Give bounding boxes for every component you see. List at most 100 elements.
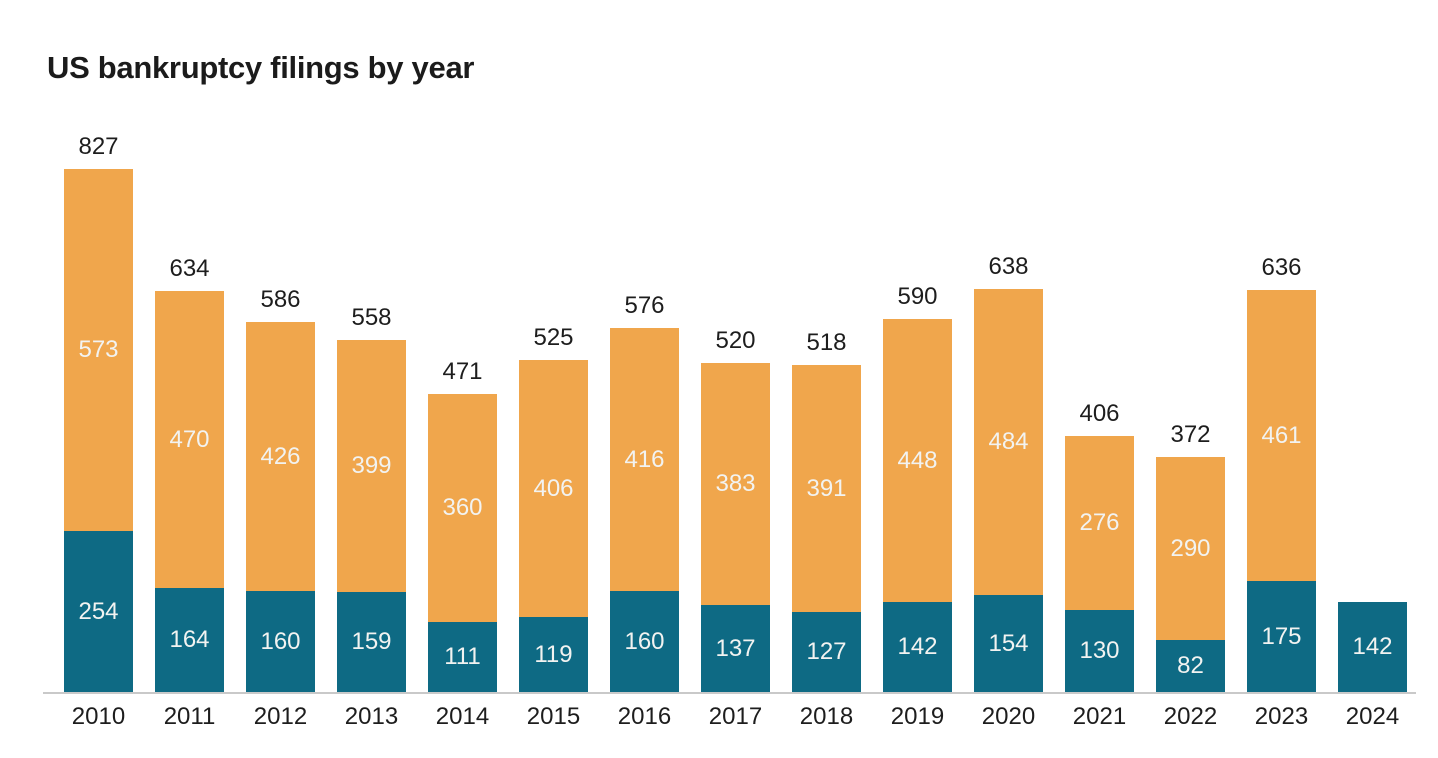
x-axis-tick-label: 2023 <box>1254 703 1309 730</box>
bar-segment-bottom-value: 82 <box>1177 652 1204 679</box>
bar-segment-bottom: 127 <box>792 612 861 692</box>
bar-total-label: 638 <box>988 253 1029 280</box>
bar-segment-top-value: 470 <box>169 425 210 453</box>
bar-column: 406 276 130 <box>1054 401 1145 692</box>
bar-segment-bottom: 137 <box>701 605 770 692</box>
bar-segment-bottom-value: 154 <box>988 629 1029 657</box>
x-axis-tick-label: 2019 <box>890 703 945 730</box>
bar-segment-top: 484 <box>974 289 1043 595</box>
bar-segment-bottom-value: 111 <box>444 643 481 670</box>
bar-column: 518 391 127 <box>781 330 872 692</box>
x-axis-tick-label: 2021 <box>1072 703 1127 730</box>
bar-total-label: 590 <box>897 283 938 310</box>
bar-segment-bottom: 130 <box>1065 610 1134 692</box>
bar-segment-bottom: 160 <box>610 591 679 692</box>
bar-segment-bottom-value: 142 <box>897 633 938 660</box>
bar-total-label: 520 <box>715 327 756 354</box>
bar-segment-top: 426 <box>246 322 315 591</box>
bar-total-label: 586 <box>260 286 301 313</box>
x-axis-tick-label: 2018 <box>799 703 854 730</box>
bar-segment-bottom-value: 119 <box>534 640 573 668</box>
bar-segment-top: 383 <box>701 363 770 605</box>
bar-segment-top: 360 <box>428 394 497 622</box>
bar-segment-bottom-value: 159 <box>351 628 392 655</box>
bar-column: 586 426 160 <box>235 287 326 692</box>
bar-segment-bottom: 175 <box>1247 581 1316 692</box>
bar-segment-bottom-value: 254 <box>78 597 119 625</box>
bar-column: 525 406 119 <box>508 325 599 692</box>
bar-column: 471 360 111 <box>417 359 508 692</box>
bar-segment-top-value: 290 <box>1170 534 1211 562</box>
bar-segment-bottom: 142 <box>1338 602 1407 692</box>
bar-segment-top: 416 <box>610 328 679 591</box>
bar-segment-bottom-value: 130 <box>1079 637 1120 664</box>
bar-segment-top-value: 448 <box>897 446 938 474</box>
bar-column: 638 484 154 <box>963 254 1054 692</box>
bar-total-label: 558 <box>351 304 392 331</box>
bar-segment-top: 290 <box>1156 457 1225 640</box>
bar-total-label: 634 <box>169 255 210 282</box>
bar-segment-top: 276 <box>1065 436 1134 610</box>
bar-total-label: 525 <box>533 324 574 351</box>
bar-column: 636 461 175 <box>1236 255 1327 692</box>
bar-total-label: 636 <box>1261 254 1302 281</box>
bar-total-label: 471 <box>442 358 483 385</box>
bar-segment-top: 399 <box>337 340 406 592</box>
bar-segment-bottom: 111 <box>428 622 497 692</box>
bar-segment-bottom-value: 137 <box>715 634 756 662</box>
bar-segment-top-value: 461 <box>1261 421 1302 449</box>
bar-segment-top-value: 573 <box>78 336 119 363</box>
x-axis-tick-label: 2016 <box>617 703 672 730</box>
chart-title: US bankruptcy filings by year <box>47 50 475 85</box>
x-axis-tick-label: 2024 <box>1345 703 1400 730</box>
bar-total-label: 406 <box>1079 400 1120 427</box>
x-axis-tick-label: 2013 <box>344 703 399 730</box>
bar-segment-top-value: 360 <box>442 494 483 521</box>
bar-segment-top: 406 <box>519 360 588 617</box>
bar-segment-bottom: 164 <box>155 588 224 692</box>
bar-segment-bottom-value: 127 <box>806 638 847 665</box>
plot-area: 827 573 254 634 470 164 586 426 160 558 399 159 471 3… <box>53 0 1418 692</box>
x-axis-tick-label: 2022 <box>1163 703 1218 730</box>
bar-segment-top-value: 391 <box>806 474 847 502</box>
bar-segment-top-value: 416 <box>624 445 665 473</box>
bar-column: 576 416 160 <box>599 293 690 692</box>
bar-column: 520 383 137 <box>690 328 781 692</box>
x-axis-tick-label: 2017 <box>708 703 763 730</box>
bar-segment-bottom-value: 160 <box>260 627 301 655</box>
bar-segment-bottom: 142 <box>883 602 952 692</box>
bar-column: 372 290 82 <box>1145 422 1236 692</box>
bar-total-label: 827 <box>78 133 119 160</box>
bar-segment-top-value: 399 <box>351 452 392 479</box>
bar-segment-bottom-value: 164 <box>169 626 210 653</box>
bar-segment-top: 448 <box>883 319 952 602</box>
bar-segment-top: 573 <box>64 169 133 531</box>
x-axis-labels: 2010 2011 2012 2013 2014 2015 2016 2017 2018 2019… <box>53 703 1418 733</box>
bar-segment-bottom: 160 <box>246 591 315 692</box>
bar-column: 827 573 254 <box>53 134 144 692</box>
bar-segment-top: 391 <box>792 365 861 612</box>
bar-segment-top: 470 <box>155 291 224 588</box>
bar-column: 558 399 159 <box>326 305 417 692</box>
bar-segment-top-value: 484 <box>988 428 1029 455</box>
bar-column: 634 470 164 <box>144 256 235 692</box>
bar-total-label: 518 <box>806 329 847 356</box>
x-axis-tick-label: 2015 <box>526 703 581 730</box>
x-axis-tick-label: 2011 <box>163 703 216 730</box>
bar-segment-top-value: 383 <box>715 470 756 497</box>
x-axis-line <box>43 692 1416 694</box>
bar-segment-bottom: 82 <box>1156 640 1225 692</box>
bar-segment-bottom-value: 160 <box>624 627 665 655</box>
x-axis-tick-label: 2012 <box>253 703 308 730</box>
bar-total-label: 576 <box>624 292 665 319</box>
bar-segment-bottom: 119 <box>519 617 588 692</box>
bar-segment-top-value: 426 <box>260 442 301 470</box>
x-axis-tick-label: 2020 <box>981 703 1036 730</box>
bar-total-label: 372 <box>1170 421 1211 448</box>
bar-segment-bottom-value: 175 <box>1261 622 1302 650</box>
bar-segment-bottom: 254 <box>64 531 133 692</box>
bar-segment-top: 461 <box>1247 290 1316 581</box>
bar-segment-bottom-value: 142 <box>1352 633 1393 660</box>
bar-segment-top-value: 406 <box>533 474 574 502</box>
